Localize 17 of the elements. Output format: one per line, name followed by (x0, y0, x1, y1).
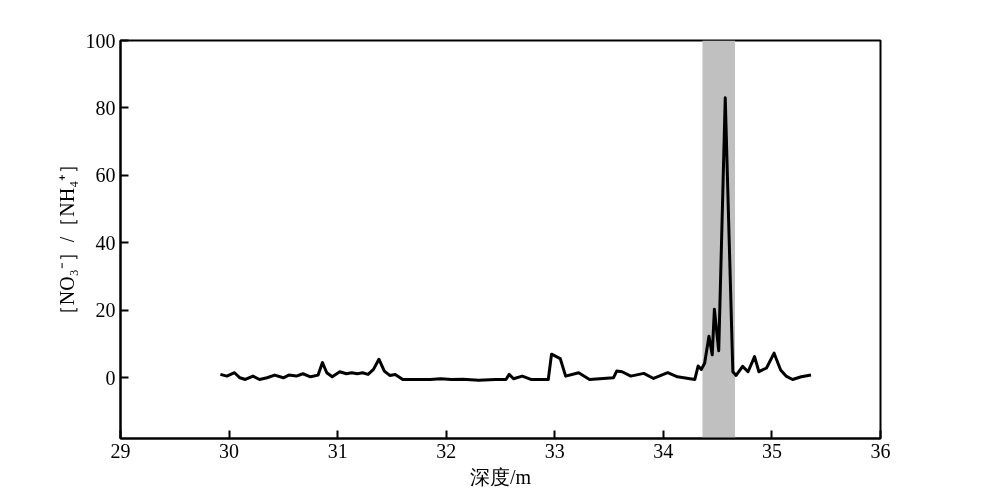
y-tick-label: 40 (95, 231, 116, 254)
x-tick-label: 30 (219, 439, 240, 462)
x-tick-label: 35 (761, 439, 782, 462)
x-tick-label: 34 (653, 439, 674, 462)
y-tick-label: 0 (105, 366, 116, 389)
y-tick-label: 20 (95, 299, 116, 322)
line-series (218, 96, 813, 382)
y-axis-title: ［NO₃⁻］/［NH₄⁺］ (55, 153, 78, 326)
x-axis-title: 深度/m (469, 465, 532, 488)
y-tick-label: 80 (95, 96, 116, 119)
x-tick-label: 33 (544, 439, 565, 462)
x-tick-label: 31 (327, 439, 348, 462)
x-tick-label: 36 (870, 439, 891, 462)
x-tick-label: 32 (436, 439, 457, 462)
y-tick-label: 60 (95, 164, 116, 187)
y-tick-label: 100 (85, 29, 116, 52)
x-tick-label: 29 (110, 439, 131, 462)
